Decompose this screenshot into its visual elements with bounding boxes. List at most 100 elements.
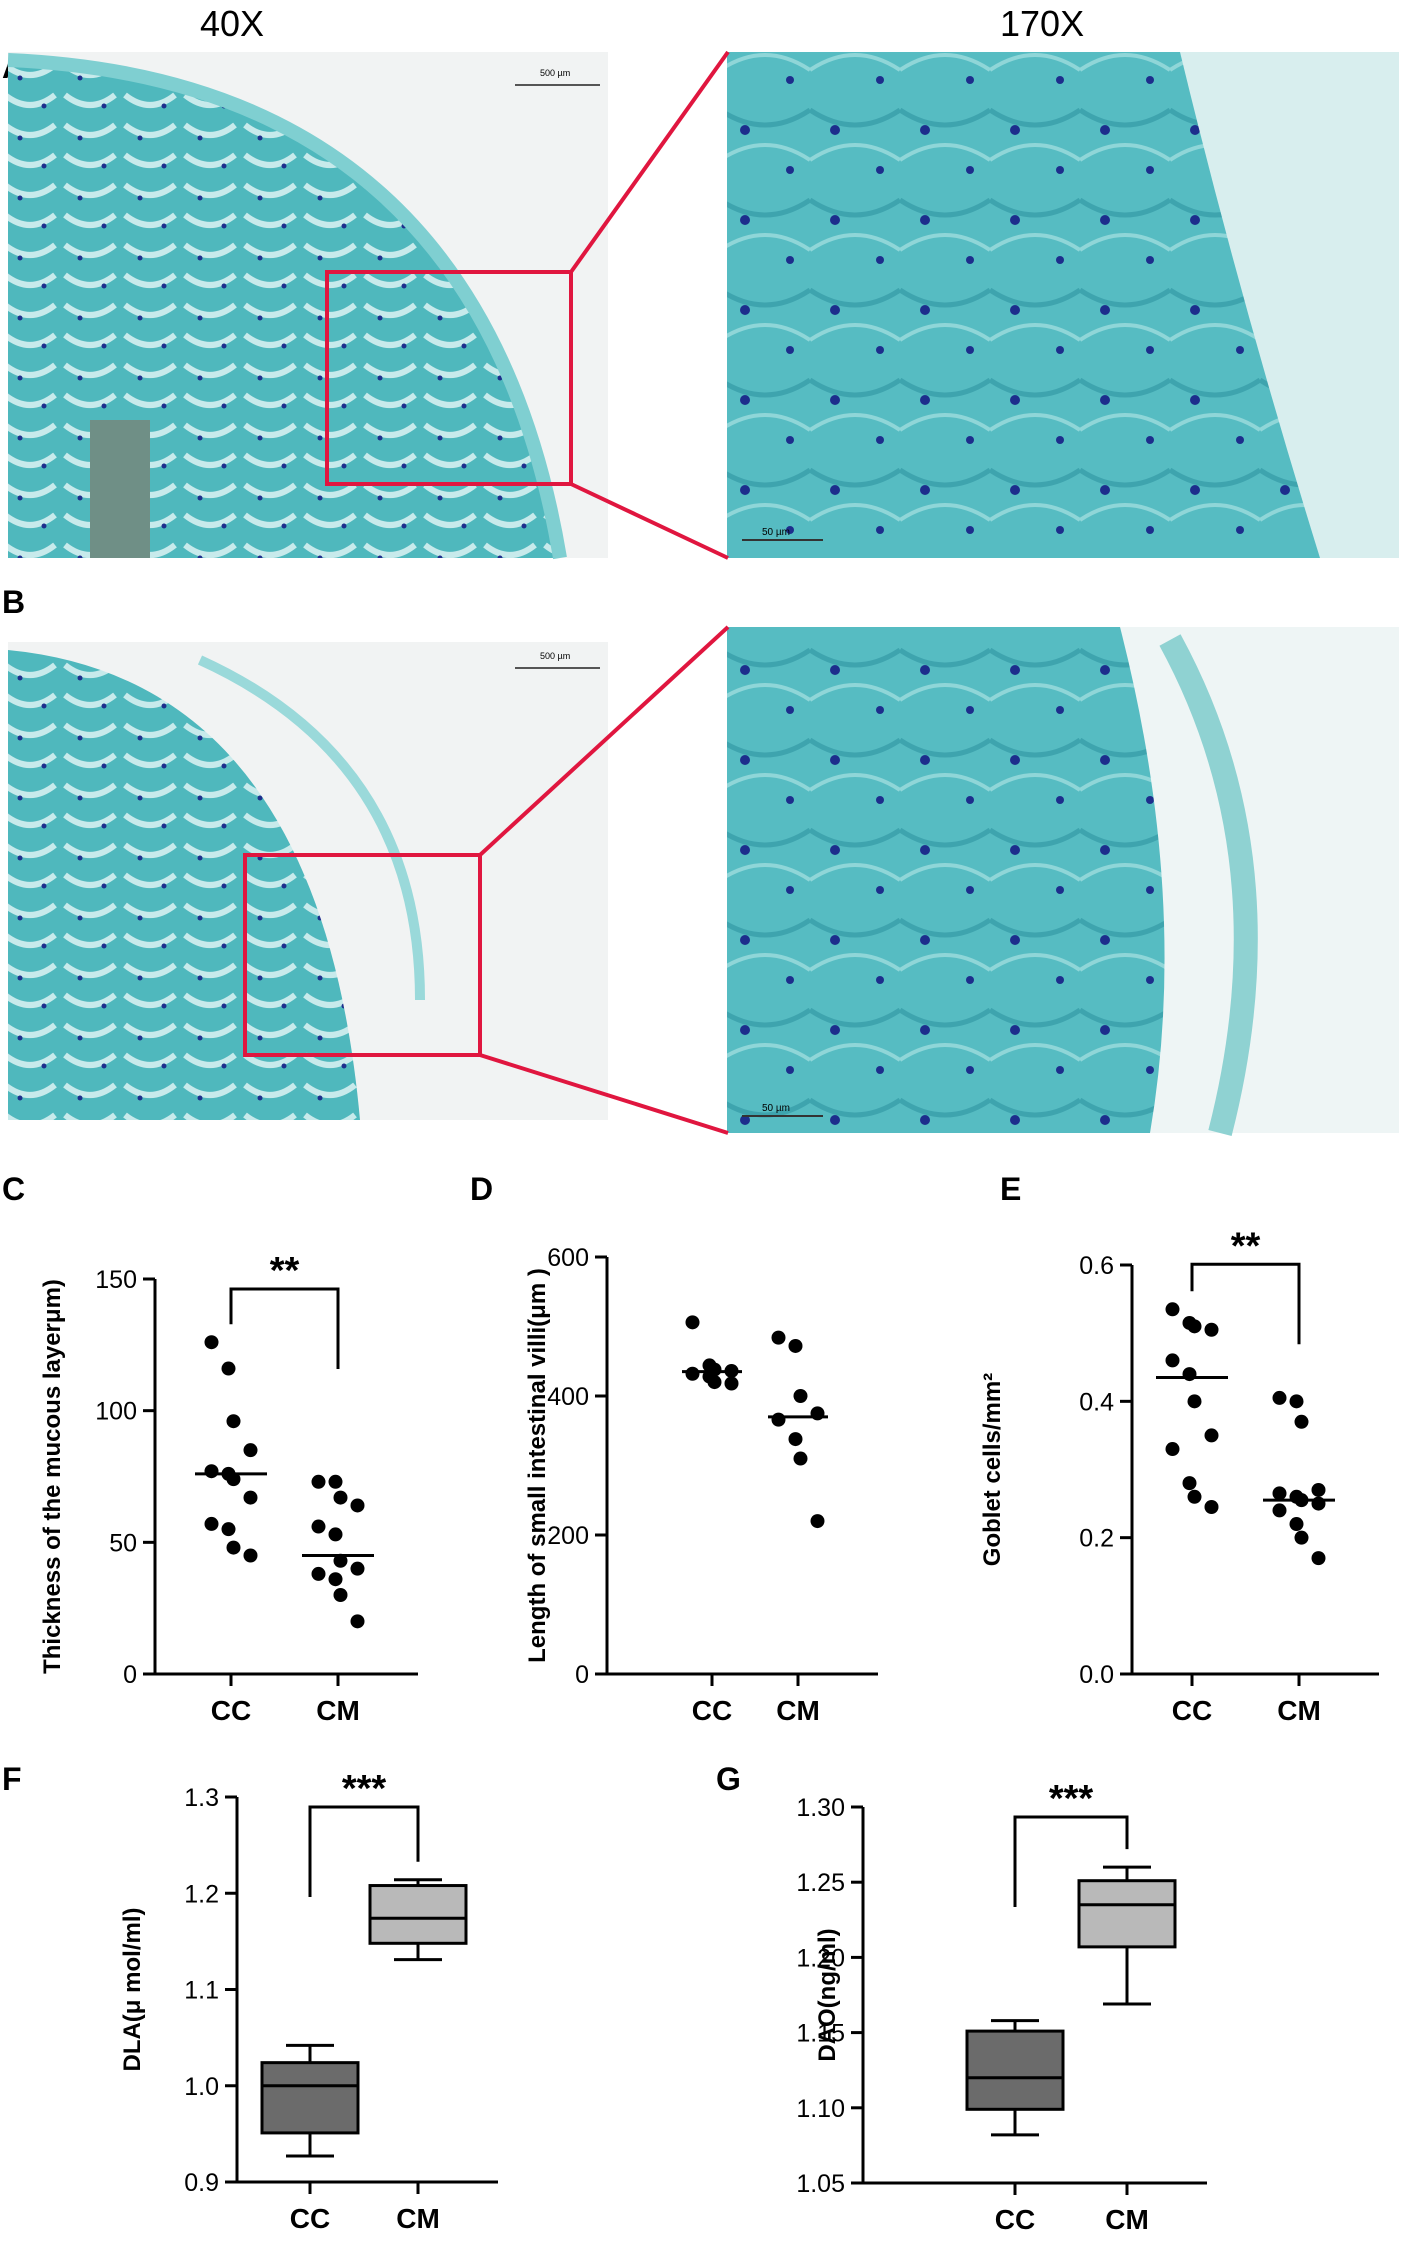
y-tick-label: 50 — [109, 1529, 137, 1557]
y-tick-label: 1.05 — [796, 2170, 845, 2198]
data-point — [810, 1514, 825, 1529]
data-point — [1272, 1390, 1287, 1405]
data-point — [771, 1330, 786, 1345]
data-point — [311, 1519, 326, 1534]
micrograph-b-high: 50 µm — [727, 627, 1399, 1136]
data-point — [1187, 1319, 1202, 1334]
significance-bracket — [229, 1287, 340, 1369]
data-point — [311, 1566, 326, 1581]
y-tick-label: 100 — [95, 1398, 137, 1426]
panel-label-f: F — [2, 1761, 22, 1797]
data-point — [204, 1464, 219, 1479]
scalebar-a-low-label: 500 µm — [540, 68, 570, 78]
x-tick-label: CC — [1172, 1695, 1212, 1726]
y-tick-label: 1.30 — [796, 1794, 845, 1822]
data-point — [1204, 1499, 1219, 1514]
x-tick-label: CM — [316, 1695, 360, 1726]
significance-bracket — [308, 1805, 420, 1897]
zoom-box-a — [325, 270, 573, 486]
data-point — [1294, 1414, 1309, 1429]
y-tick-label: 0.6 — [1079, 1252, 1114, 1280]
y-tick-label: 600 — [547, 1244, 589, 1272]
y-axis-label: Thickness of the mucous layerμm) — [39, 1279, 66, 1674]
data-point — [788, 1338, 803, 1353]
x-tick-label: CM — [1105, 2204, 1149, 2235]
zoom-line-a-bottom — [570, 482, 729, 560]
data-point — [226, 1472, 241, 1487]
significance-stars: ** — [270, 1250, 300, 1292]
micrograph-a-high: 50 µm — [727, 52, 1399, 558]
y-tick-label: 0.9 — [184, 2169, 219, 2197]
data-point — [243, 1490, 258, 1505]
data-point — [328, 1527, 343, 1542]
y-tick-label: 1.3 — [184, 1784, 219, 1812]
magnification-high-label: 170X — [1000, 3, 1084, 44]
data-point — [333, 1490, 348, 1505]
micrograph-b-low: 500 µm — [8, 642, 608, 1120]
data-point — [1272, 1503, 1287, 1518]
data-point — [793, 1451, 808, 1466]
x-tick-label: CM — [396, 2203, 440, 2234]
panel-label-b: B — [2, 584, 25, 620]
y-tick-label: 150 — [95, 1266, 137, 1294]
magnification-low-label: 40X — [200, 3, 264, 44]
data-point — [788, 1432, 803, 1447]
significance-stars: ** — [1231, 1225, 1261, 1267]
x-tick-label: CC — [995, 2204, 1035, 2235]
x-tick-label: CM — [776, 1695, 820, 1726]
box-iqr — [368, 1884, 468, 1945]
data-point — [221, 1361, 236, 1376]
data-point — [226, 1414, 241, 1429]
data-point — [328, 1474, 343, 1489]
data-point — [707, 1375, 722, 1390]
panel-label-c: C — [2, 1171, 25, 1207]
y-tick-label: 1.1 — [184, 1977, 219, 2005]
data-point — [328, 1572, 343, 1587]
data-point — [1187, 1394, 1202, 1409]
y-tick-label: 400 — [547, 1383, 589, 1411]
data-point — [221, 1522, 236, 1537]
data-point — [1311, 1551, 1326, 1566]
data-point — [724, 1376, 739, 1391]
panel-label-e: E — [1000, 1171, 1021, 1207]
significance-bracket — [1013, 1815, 1129, 1907]
y-tick-label: 0 — [123, 1661, 137, 1689]
data-point — [685, 1366, 700, 1381]
data-point — [1165, 1302, 1180, 1317]
data-point — [1204, 1322, 1219, 1337]
chart-c-mucous-thickness: 0 50 100 150 CC CM Thickness of the mucous lay… — [39, 1250, 418, 1726]
data-point — [333, 1553, 348, 1568]
data-point — [1165, 1353, 1180, 1368]
data-point — [350, 1561, 365, 1576]
x-tick-label: CM — [1277, 1695, 1321, 1726]
data-point — [771, 1412, 786, 1427]
zoom-box-b — [243, 853, 482, 1057]
chart-d-villi-length: 0 200 400 600 CC CM Length of small intestinal… — [524, 1244, 878, 1726]
data-point — [1272, 1486, 1287, 1501]
y-tick-label: 0.0 — [1079, 1661, 1114, 1689]
panel-label-g: G — [716, 1761, 741, 1797]
y-tick-label: 0.2 — [1079, 1525, 1114, 1553]
y-tick-label: 1.10 — [796, 2095, 845, 2123]
chart-e-goblet-cells: 0.0 0.2 0.4 0.6 CC CM Goblet cells/mm² ** — [979, 1225, 1379, 1726]
y-axis-label: DLA(μ mol/ml) — [119, 1907, 146, 2071]
chart-f-dla: 0.9 1.0 1.1 1.2 1.3 CC CM DLA(μ mol/ml) *** — [119, 1768, 498, 2234]
panel-label-d: D — [470, 1171, 493, 1207]
data-point — [1204, 1428, 1219, 1443]
data-point — [350, 1498, 365, 1513]
box-iqr — [965, 2029, 1065, 2111]
data-point — [204, 1335, 219, 1350]
data-point — [1294, 1530, 1309, 1545]
zoom-line-a-top — [569, 50, 730, 274]
y-tick-label: 0.4 — [1079, 1388, 1114, 1416]
data-point — [685, 1315, 700, 1330]
data-point — [1311, 1482, 1326, 1497]
y-tick-label: 200 — [547, 1522, 589, 1550]
y-tick-label: 0 — [575, 1661, 589, 1689]
data-point — [350, 1614, 365, 1629]
data-point — [243, 1548, 258, 1563]
scalebar-a-high-label: 50 µm — [762, 527, 790, 538]
y-tick-label: 1.15 — [796, 2020, 845, 2048]
data-point — [1289, 1517, 1304, 1532]
